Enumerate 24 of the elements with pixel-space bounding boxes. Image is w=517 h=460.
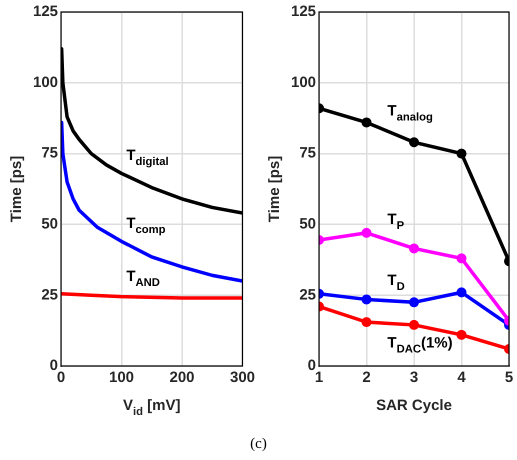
x-tick-label: 300 <box>230 369 255 386</box>
x-tick-label: 100 <box>109 369 134 386</box>
y-tick-label: 100 <box>290 74 316 91</box>
y-tick-label: 0 <box>308 357 316 374</box>
x-tick-label: 200 <box>169 369 195 386</box>
y-tick-label: 25 <box>299 286 316 304</box>
y-tick-label: 50 <box>299 216 316 233</box>
y-axis-title: Time [ps] <box>266 156 284 222</box>
y-tick-label: 75 <box>41 144 58 162</box>
text: (c) <box>249 436 268 453</box>
y-tick-label: 50 <box>41 216 58 233</box>
x-axis-title: SAR Cycle <box>376 397 452 414</box>
y-tick-label: 125 <box>290 3 316 20</box>
x-tick-label: 3 <box>410 369 418 386</box>
x-tick-label: 2 <box>362 369 371 386</box>
x-tick-label: 4 <box>457 369 466 386</box>
y-tick-label: 100 <box>32 74 58 91</box>
x-tick-label: 5 <box>504 369 514 386</box>
y-tick-label: 125 <box>32 3 58 20</box>
y-tick-label: 75 <box>299 144 316 162</box>
y-tick-label: 0 <box>50 357 58 374</box>
y-tick-label: 25 <box>41 286 58 304</box>
y-axis-title: Time [ps] <box>8 156 26 222</box>
x-tick-label: 1 <box>314 369 324 386</box>
